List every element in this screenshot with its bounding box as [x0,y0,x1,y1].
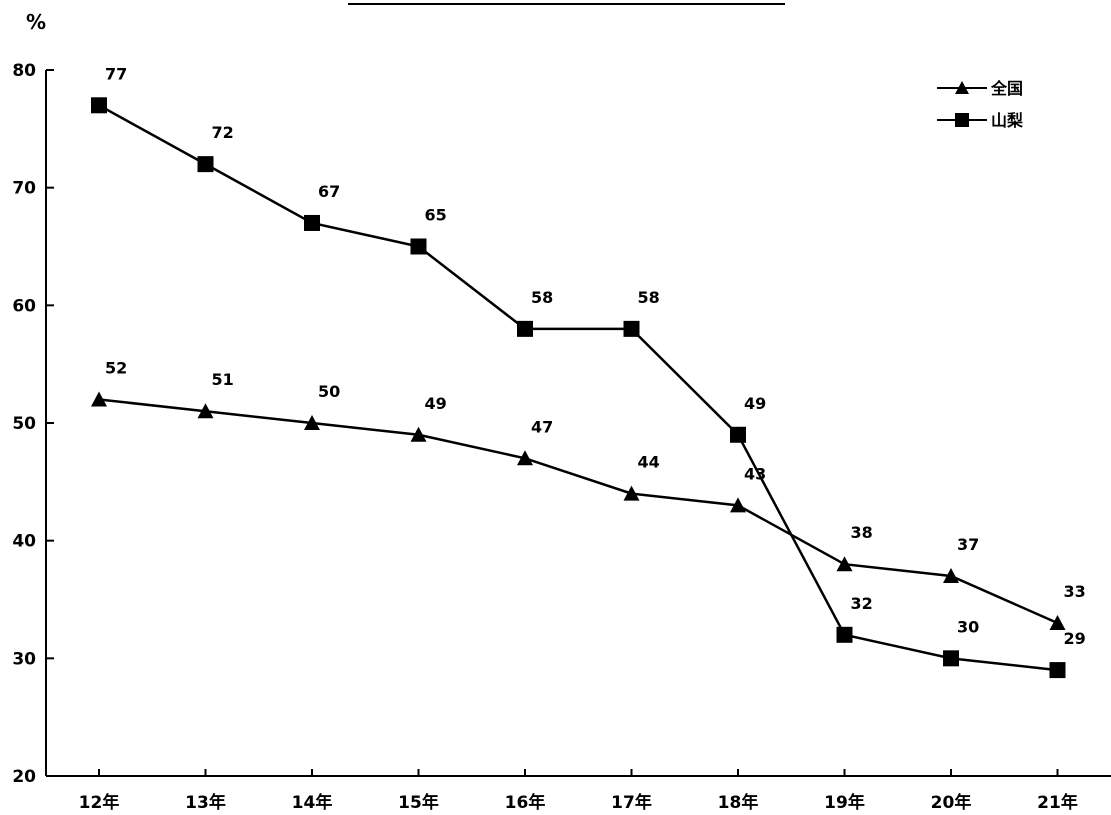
series-layer [91,97,1066,679]
x-tick-label: 14年 [292,792,333,813]
legend: 全国 山梨 [937,79,1024,130]
series-1-data-label: 49 [744,394,766,413]
series-0-data-label: 51 [212,370,234,389]
x-tick-label: 17年 [611,792,652,813]
x-tick-label: 19年 [824,792,865,813]
y-tick-label: 50 [12,414,36,434]
series-0-data-label: 43 [744,464,766,483]
series-1-marker [91,97,107,114]
series-1-data-label: 30 [957,617,979,636]
y-tick-label: 40 [12,532,36,552]
series-0-data-label: 44 [638,453,660,472]
series-0-data-label: 37 [957,535,979,554]
legend-item-1: 山梨 [937,111,1024,130]
series-1-marker [943,650,959,667]
series-1-marker [1049,662,1066,679]
x-tick-label: 15年 [398,792,439,813]
series-1-data-label: 29 [1064,629,1086,648]
series-0-marker [197,403,214,419]
series-1-data-label: 58 [531,288,553,307]
legend-label-0: 全国 [990,79,1023,98]
series-1-marker [517,320,533,337]
y-tick-label: 30 [12,649,36,669]
legend-square-icon [955,113,969,127]
series-0-marker [1049,615,1066,631]
series-1-marker [304,214,320,231]
series-0-marker [623,485,640,501]
legend-label-1: 山梨 [991,111,1024,130]
series-0-marker [943,567,959,583]
y-ticks: 20 30 40 50 60 70 80 [12,61,54,787]
series-0-data-label: 47 [531,417,553,436]
x-ticks: 12年 13年 14年 15年 16年 17年 18年 19年 20年 21年 [79,769,1078,813]
series-0-data-label: 49 [425,394,447,413]
series-0-marker [517,450,533,466]
series-1-data-label: 77 [105,64,127,83]
y-tick-label: 60 [12,296,36,316]
x-tick-label: 13年 [185,792,226,813]
legend-triangle-icon [955,81,969,94]
y-tick-label: 80 [12,61,36,81]
series-line-0 [98,398,1059,625]
series-1-data-label: 67 [318,182,340,201]
series-0-marker [304,415,320,430]
series-1-marker [836,626,853,643]
series-1-data-label: 72 [212,123,234,142]
series-1-marker [623,320,640,337]
series-0-marker [410,426,427,442]
series-1-marker [197,156,214,173]
series-0-marker [836,556,853,572]
data-labels: 52 51 50 49 47 44 43 38 37 33 77 72 67 65 58 58 49 32 30 29 [105,64,1086,648]
series-0-data-label: 52 [105,358,127,377]
legend-item-0: 全国 [937,79,1023,98]
series-0-marker [730,497,746,513]
x-tick-label: 12年 [79,792,120,813]
series-1-data-label: 65 [425,206,447,225]
series-1-marker [410,238,427,255]
series-0-data-label: 38 [851,523,873,542]
series-0-data-label: 50 [318,382,340,401]
series-0-marker [91,391,107,407]
series-1-data-label: 32 [851,594,873,613]
series-line-1 [98,104,1058,672]
y-axis-unit: % [26,10,46,34]
x-tick-label: 21年 [1037,792,1078,813]
series-1-data-label: 58 [638,288,660,307]
y-tick-label: 70 [12,179,36,199]
series-0-data-label: 33 [1064,582,1086,601]
x-tick-label: 18年 [718,792,759,813]
x-tick-label: 20年 [931,792,972,813]
y-tick-label: 20 [12,767,36,787]
series-1-marker [730,426,746,443]
x-tick-label: 16年 [505,792,546,813]
